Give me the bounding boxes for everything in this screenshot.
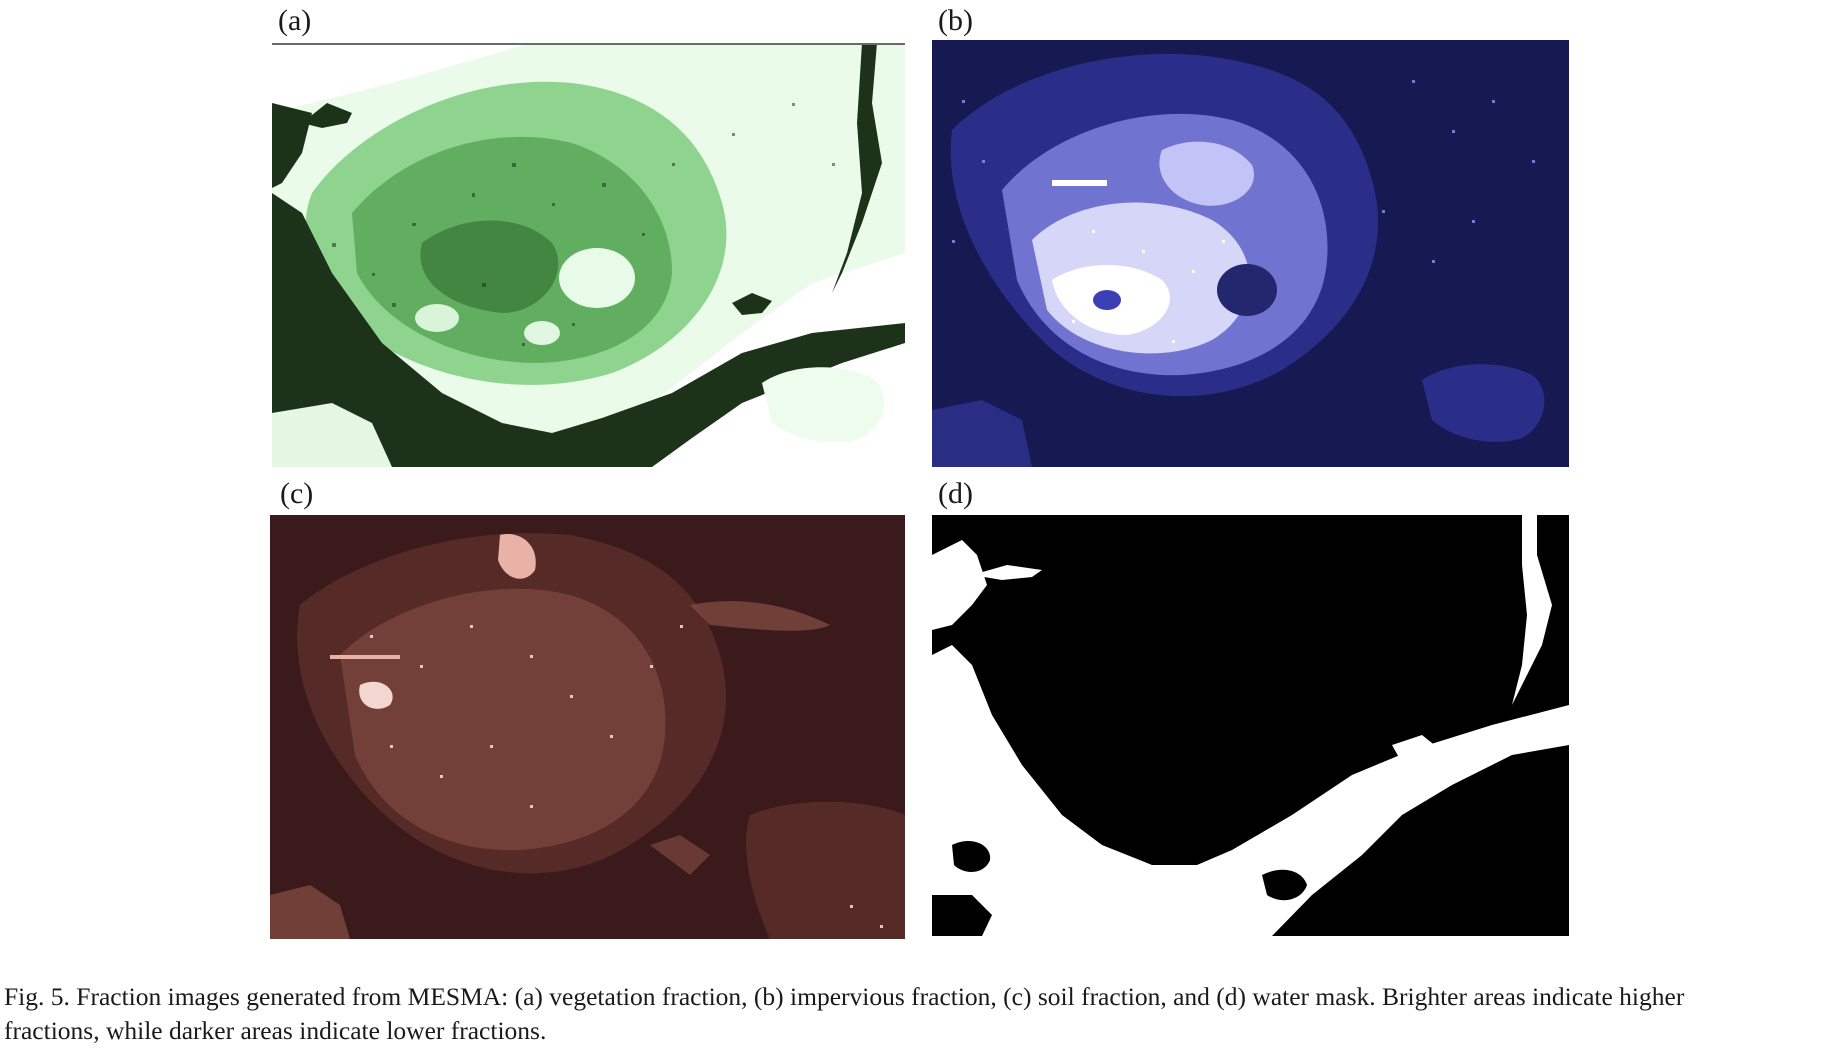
soil-fraction-image [270, 515, 905, 939]
caption-line-2: fractions, while darker areas indicate l… [4, 1016, 547, 1045]
panel-label-b: (b) [938, 4, 973, 37]
figure-caption: Fig. 5. Fraction images generated from M… [4, 980, 1840, 1048]
water-mask-image [932, 515, 1569, 936]
soil-fraction-map [270, 515, 905, 939]
impervious-fraction-image [932, 40, 1569, 467]
water-mask-map [932, 515, 1569, 936]
vegetation-fraction-image [272, 43, 905, 467]
panel-label-a: (a) [278, 4, 312, 37]
panel-label-c: (c) [280, 477, 314, 510]
caption-line-1: Fig. 5. Fraction images generated from M… [4, 982, 1685, 1011]
impervious-fraction-map [932, 40, 1569, 467]
panel-label-d: (d) [938, 477, 973, 510]
vegetation-fraction-map [272, 43, 905, 467]
panel-a-top-border [272, 43, 905, 45]
